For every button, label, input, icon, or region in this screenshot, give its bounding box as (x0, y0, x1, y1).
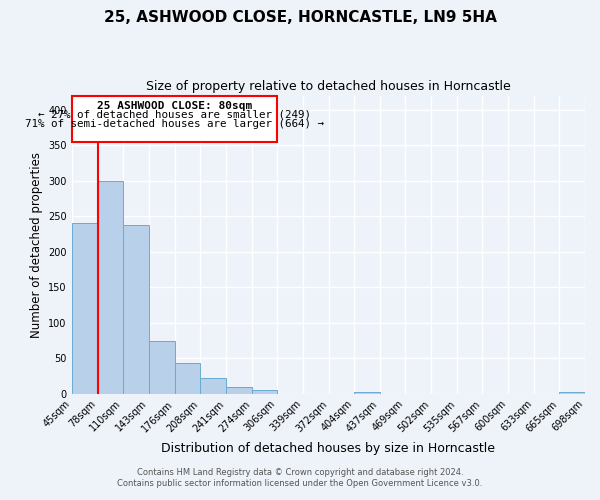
Text: 25 ASHWOOD CLOSE: 80sqm: 25 ASHWOOD CLOSE: 80sqm (97, 100, 252, 110)
Bar (559, 392, 585, 394)
Bar (354, 392, 380, 394)
Text: Contains HM Land Registry data © Crown copyright and database right 2024.
Contai: Contains HM Land Registry data © Crown c… (118, 468, 482, 487)
Text: 71% of semi-detached houses are larger (664) →: 71% of semi-detached houses are larger (… (25, 119, 323, 129)
Y-axis label: Number of detached properties: Number of detached properties (29, 152, 43, 338)
Bar (149, 340, 175, 394)
Bar (226, 387, 251, 394)
X-axis label: Distribution of detached houses by size in Horncastle: Distribution of detached houses by size … (161, 442, 495, 455)
Text: ← 27% of detached houses are smaller (249): ← 27% of detached houses are smaller (24… (38, 110, 311, 120)
Bar (251, 390, 277, 394)
Bar (71, 224, 98, 394)
Text: 25, ASHWOOD CLOSE, HORNCASTLE, LN9 5HA: 25, ASHWOOD CLOSE, HORNCASTLE, LN9 5HA (104, 10, 496, 25)
FancyBboxPatch shape (71, 96, 277, 142)
Bar (200, 378, 226, 394)
Bar (175, 364, 200, 394)
Title: Size of property relative to detached houses in Horncastle: Size of property relative to detached ho… (146, 80, 511, 93)
Bar (98, 181, 122, 394)
Bar (122, 225, 149, 394)
